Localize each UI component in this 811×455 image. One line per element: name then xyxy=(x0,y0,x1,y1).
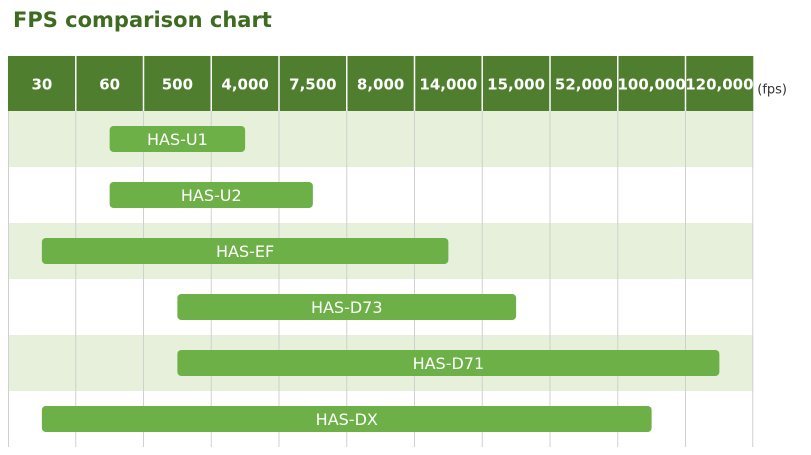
header-cell xyxy=(211,56,279,111)
tick-label-100-000: 100,000 xyxy=(617,76,685,94)
tick-label-500: 500 xyxy=(162,76,193,94)
bar-has-u1[interactable] xyxy=(109,126,246,152)
tick-label-8-000: 8,000 xyxy=(357,76,404,94)
tick-label-14-000: 14,000 xyxy=(419,76,477,94)
tick-label-120-000: 120,000 xyxy=(685,76,753,94)
header-cell xyxy=(279,56,347,111)
header-cell xyxy=(617,56,686,111)
tick-label-15-000: 15,000 xyxy=(487,76,545,94)
header-cell xyxy=(143,56,212,111)
unit-label: (fps) xyxy=(757,83,787,98)
header-cell xyxy=(482,56,550,111)
bar-has-dx[interactable] xyxy=(41,406,652,432)
tick-label-52-000: 52,000 xyxy=(555,76,613,94)
header-cell xyxy=(75,56,144,111)
bar-label-has-d73: HAS-D73 xyxy=(311,298,383,317)
bar-label-has-u2: HAS-U2 xyxy=(181,186,242,205)
tick-label-7-500: 7,500 xyxy=(289,76,336,94)
tick-label-4-000: 4,000 xyxy=(221,76,268,94)
bar-label-has-ef: HAS-EF xyxy=(216,242,274,261)
bar-has-u2[interactable] xyxy=(109,182,313,208)
header-cell xyxy=(685,56,754,111)
tick-label-60: 60 xyxy=(99,76,120,94)
tick-label-30: 30 xyxy=(31,76,52,94)
bar-label-has-dx: HAS-DX xyxy=(316,410,378,429)
header-cell xyxy=(8,56,76,111)
header-cell xyxy=(550,56,618,111)
bar-label-has-u1: HAS-U1 xyxy=(147,130,208,149)
chart-title: FPS comparison chart xyxy=(13,8,272,32)
header-cell xyxy=(414,56,483,111)
header-cell xyxy=(346,56,415,111)
bar-label-has-d71: HAS-D71 xyxy=(413,354,485,373)
bar-has-d71[interactable] xyxy=(177,350,720,376)
bar-has-ef[interactable] xyxy=(41,238,449,264)
bar-has-d73[interactable] xyxy=(177,294,517,320)
